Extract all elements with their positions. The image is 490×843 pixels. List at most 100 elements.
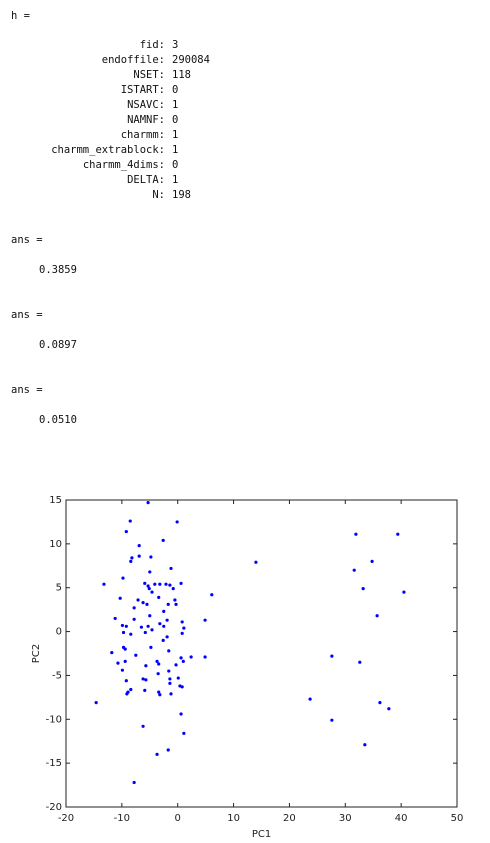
field-name: charmm: <box>120 129 165 141</box>
point <box>165 618 169 622</box>
point <box>162 624 166 628</box>
point <box>110 651 114 655</box>
point <box>167 669 171 673</box>
field-value: 1 <box>172 144 179 156</box>
point <box>402 590 406 594</box>
y-tick-label: 5 <box>56 583 62 594</box>
console-output: h = fid: 3 endoffile: 290084 NSET: 118 ISTART: 0… <box>11 10 210 426</box>
field-name: DELTA: <box>127 174 165 186</box>
y-tick-label: -5 <box>52 670 62 681</box>
y-tick-label: -10 <box>46 714 62 725</box>
x-tick-label: -10 <box>114 813 130 824</box>
point <box>396 532 400 536</box>
point <box>330 718 334 722</box>
point <box>378 701 382 705</box>
point <box>168 583 172 587</box>
field-name: endoffile: <box>101 54 165 66</box>
point <box>146 501 150 505</box>
field-name: NAMNF: <box>127 114 165 126</box>
x-axis-label: PC1 <box>252 829 271 840</box>
point <box>118 596 122 600</box>
point <box>157 595 161 599</box>
point <box>166 602 170 606</box>
point <box>132 780 136 785</box>
ans-value: 0.0897 <box>39 339 77 351</box>
point <box>203 618 207 622</box>
point <box>168 677 172 681</box>
x-tick-label: 50 <box>451 813 464 824</box>
point <box>155 752 159 756</box>
y-tick-label: 0 <box>56 627 62 638</box>
point <box>120 623 125 628</box>
field-value: 0 <box>172 84 179 96</box>
point <box>123 647 127 651</box>
point <box>146 624 150 628</box>
field-value: 0 <box>172 159 179 171</box>
field-value: 1 <box>172 99 179 111</box>
point <box>180 631 184 635</box>
field-name: NSET: <box>133 69 165 81</box>
x-tick-label: 10 <box>227 813 240 824</box>
point <box>169 566 173 571</box>
point <box>141 601 145 605</box>
point <box>155 659 159 663</box>
x-tick-label: 30 <box>339 813 352 824</box>
point <box>363 743 367 747</box>
point <box>144 664 148 668</box>
point <box>158 693 162 697</box>
point <box>128 519 132 523</box>
field-name: charmm_4dims: <box>82 159 165 171</box>
point <box>150 628 154 632</box>
point <box>179 712 183 716</box>
point <box>147 586 151 591</box>
point <box>129 559 133 563</box>
point <box>157 690 161 694</box>
point <box>136 598 140 602</box>
point <box>129 687 133 692</box>
field-value: 118 <box>172 69 191 81</box>
y-tick-label: -20 <box>46 802 62 813</box>
point <box>148 614 152 618</box>
point <box>165 635 169 639</box>
field-name: fid: <box>139 39 165 51</box>
header: h = <box>11 10 30 22</box>
field-name: N: <box>152 189 165 201</box>
point <box>387 707 391 711</box>
point <box>143 688 147 692</box>
point <box>132 606 136 610</box>
point <box>180 685 184 689</box>
x-tick-label: 40 <box>395 813 408 824</box>
field-value: 1 <box>172 129 179 141</box>
field-value: 198 <box>172 189 191 201</box>
chart: -20 -10 0 10 20 30 40 50 -20 -15 -10 -5 0 5 10 15 PC1 PC2 <box>31 495 464 840</box>
point <box>354 532 358 536</box>
point <box>146 584 150 588</box>
point <box>156 672 160 676</box>
point <box>330 654 334 658</box>
point <box>157 662 161 666</box>
field-value: 1 <box>172 174 179 186</box>
ans-label: ans = <box>11 384 43 396</box>
point <box>143 630 147 635</box>
point <box>124 529 128 534</box>
point <box>137 544 141 548</box>
point <box>162 609 166 613</box>
point <box>129 632 133 636</box>
field-value: 3 <box>172 39 179 51</box>
point <box>116 661 120 665</box>
point <box>370 559 374 563</box>
point <box>144 678 148 682</box>
point <box>161 538 165 542</box>
point <box>168 681 172 685</box>
point <box>210 593 214 597</box>
point <box>308 697 312 701</box>
point <box>358 660 362 664</box>
point <box>149 555 153 559</box>
x-tick-label: -20 <box>58 813 74 824</box>
point <box>120 668 125 672</box>
point <box>175 520 179 524</box>
point <box>141 677 145 681</box>
point <box>139 625 144 629</box>
point <box>102 582 106 586</box>
